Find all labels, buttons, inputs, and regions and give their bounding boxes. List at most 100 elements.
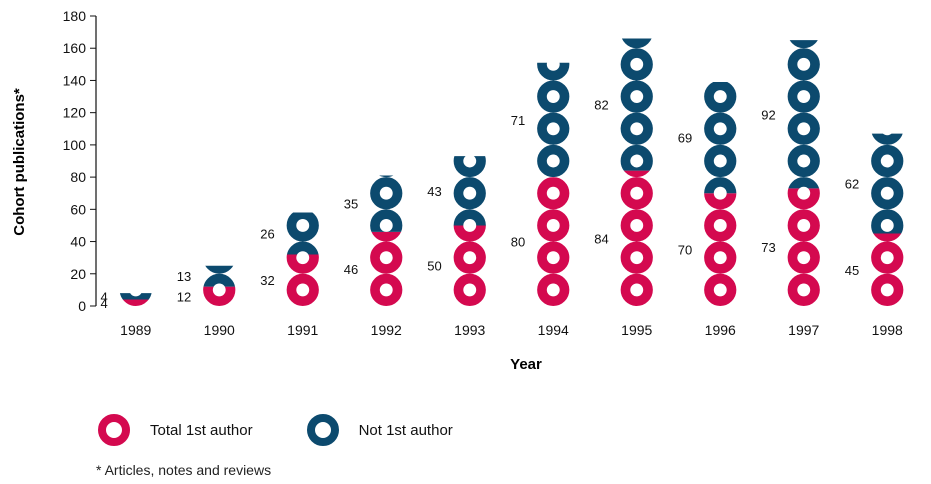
data-label: 12 bbox=[177, 289, 191, 304]
legend: Total 1st author Not 1st author bbox=[96, 412, 505, 448]
ring-column-segment bbox=[871, 233, 904, 306]
ring-mark bbox=[787, 241, 820, 274]
footnote: * Articles, notes and reviews bbox=[96, 462, 272, 478]
ring-mark bbox=[286, 254, 319, 274]
y-tick-label: 140 bbox=[63, 72, 87, 88]
blue-ring-icon bbox=[306, 414, 339, 446]
ring-column-segment bbox=[453, 225, 486, 306]
ring-mark bbox=[620, 241, 653, 274]
ring-mark bbox=[371, 231, 401, 242]
ring-mark bbox=[370, 177, 403, 210]
x-tick-label: 1992 bbox=[371, 322, 402, 338]
ring-column-segment bbox=[453, 156, 486, 226]
x-tick-label: 1990 bbox=[204, 322, 235, 338]
ring-mark bbox=[871, 209, 904, 234]
ring-mark bbox=[620, 273, 653, 306]
ring-column-segment bbox=[537, 177, 570, 306]
ring-mark bbox=[537, 62, 570, 81]
ring-mark bbox=[620, 48, 653, 81]
ring-mark bbox=[704, 209, 737, 242]
legend-item-first-author: Total 1st author bbox=[96, 412, 253, 448]
data-label: 26 bbox=[260, 227, 274, 242]
ring-mark bbox=[205, 265, 234, 274]
ring-mark bbox=[871, 133, 903, 145]
ring-mark bbox=[286, 273, 319, 306]
ring-mark bbox=[122, 299, 149, 306]
ring-mark bbox=[704, 112, 737, 145]
y-axis: 0 20 40 60 80 100 120 140 160 180 bbox=[63, 8, 97, 314]
ring-mark bbox=[370, 209, 403, 232]
ring-mark bbox=[704, 241, 737, 274]
ring-mark bbox=[787, 144, 820, 178]
ring-mark bbox=[537, 241, 570, 274]
ring-column-segment bbox=[286, 254, 319, 306]
ring-column-segment bbox=[286, 212, 319, 255]
ring-column-segment bbox=[787, 188, 820, 306]
ring-mark bbox=[620, 80, 653, 113]
data-label: 69 bbox=[678, 131, 692, 146]
ring-mark bbox=[537, 209, 570, 242]
ring-mark bbox=[871, 177, 904, 210]
ring-mark bbox=[704, 82, 737, 113]
data-label: 43 bbox=[427, 184, 441, 199]
ring-mark bbox=[119, 293, 152, 300]
ring-mark bbox=[453, 209, 486, 226]
ring-mark bbox=[537, 144, 570, 178]
ring-mark bbox=[203, 273, 236, 287]
x-tick-label: 1996 bbox=[705, 322, 736, 338]
data-label: 84 bbox=[594, 231, 608, 246]
data-label: 92 bbox=[761, 107, 775, 122]
ring-mark bbox=[873, 233, 902, 242]
x-tick-label: 1997 bbox=[788, 322, 819, 338]
ring-mark bbox=[787, 209, 820, 242]
ring-column-segment bbox=[704, 82, 737, 194]
legend-label-first-author: Total 1st author bbox=[150, 421, 253, 439]
ring-mark bbox=[453, 177, 486, 210]
ring-mark bbox=[787, 48, 820, 81]
ring-mark bbox=[788, 177, 820, 189]
data-label: 13 bbox=[177, 269, 191, 284]
ring-column-segment bbox=[537, 62, 570, 178]
x-tick-label: 1989 bbox=[120, 322, 151, 338]
ring-mark bbox=[537, 80, 570, 113]
y-tick-label: 60 bbox=[70, 201, 86, 217]
stacked-circle-chart: 0 20 40 60 80 100 120 140 160 180 1989 1990 1991 199… bbox=[11, 8, 904, 373]
red-ring-icon bbox=[98, 414, 130, 446]
data-label: 4 bbox=[101, 289, 108, 304]
ring-mark bbox=[871, 241, 904, 274]
x-tick-label: 1998 bbox=[872, 322, 903, 338]
x-tick-label: 1991 bbox=[287, 322, 318, 338]
y-tick-label: 180 bbox=[63, 8, 87, 24]
ring-mark bbox=[379, 175, 394, 178]
ring-column-segment bbox=[203, 286, 236, 306]
data-label: 71 bbox=[511, 113, 525, 128]
ring-column-segment bbox=[620, 38, 653, 171]
ring-mark bbox=[787, 273, 820, 306]
data-labels: 44 12 13 32 26 46 35 50 43 80 71 84 82 70 69 73 92 45 62 bbox=[101, 98, 860, 311]
ring-mark bbox=[286, 241, 319, 255]
legend-item-not-first-author: Not 1st author bbox=[305, 412, 453, 448]
ring-mark bbox=[787, 188, 820, 210]
ring-mark bbox=[622, 38, 652, 49]
ring-column-segment bbox=[620, 170, 653, 306]
x-axis-title: Year bbox=[510, 356, 542, 373]
ring-mark bbox=[286, 212, 319, 242]
data-label: 46 bbox=[344, 262, 358, 277]
data-label: 32 bbox=[260, 273, 274, 288]
data-label: 45 bbox=[845, 263, 859, 278]
y-tick-label: 0 bbox=[78, 298, 86, 314]
y-tick-label: 120 bbox=[63, 105, 87, 121]
y-tick-label: 100 bbox=[63, 137, 87, 153]
x-tick-label: 1995 bbox=[621, 322, 652, 338]
y-tick-label: 80 bbox=[70, 169, 86, 185]
ring-mark bbox=[537, 273, 570, 306]
ring-mark bbox=[871, 273, 904, 306]
ring-column-segment bbox=[871, 133, 904, 234]
data-label: 70 bbox=[678, 243, 692, 258]
ring-mark bbox=[789, 40, 818, 49]
ring-mark bbox=[537, 112, 570, 145]
ring-mark bbox=[620, 144, 653, 171]
ring-mark bbox=[787, 80, 820, 113]
ring-column-segment bbox=[203, 265, 236, 287]
data-label: 82 bbox=[594, 98, 608, 113]
